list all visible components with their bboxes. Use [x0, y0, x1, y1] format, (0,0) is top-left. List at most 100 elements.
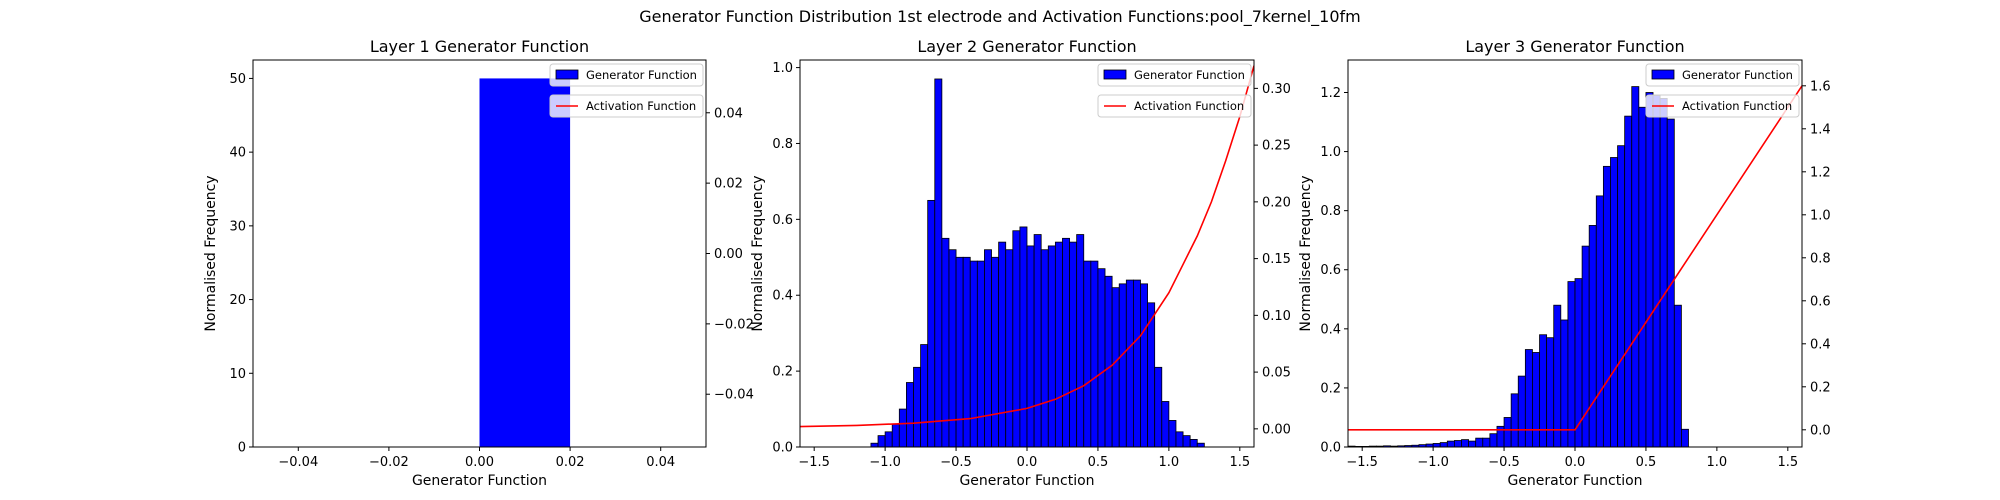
- figure-suptitle: Generator Function Distribution 1st elec…: [639, 7, 1360, 27]
- legend-activation: Activation Function: [1097, 94, 1252, 118]
- y-tick-label: 0.4: [1320, 322, 1341, 337]
- y-axis-label: Normalised Frequency: [750, 175, 766, 331]
- x-tick-label: 1.5: [1229, 455, 1250, 470]
- y-tick-label: 50: [229, 72, 246, 87]
- histogram-bar: [1097, 268, 1106, 447]
- y2-tick-label: 0.04: [714, 106, 743, 121]
- legend-label: Activation Function: [1682, 99, 1792, 113]
- legend-histogram: Generator Function: [1097, 63, 1252, 87]
- histogram-bar: [1510, 393, 1519, 447]
- y-tick-label: 0.8: [772, 137, 793, 152]
- histogram-bar: [1076, 234, 1085, 447]
- y2-tick-label: 1.4: [1810, 122, 1831, 137]
- histogram-bar: [1645, 92, 1654, 447]
- histogram-bar: [1553, 304, 1562, 447]
- y2-tick-label: 1.0: [1810, 208, 1831, 223]
- y-tick-label: 10: [229, 367, 246, 382]
- histogram-bar: [913, 366, 921, 447]
- histogram-bar: [1140, 283, 1148, 447]
- x-tick-label: 0.5: [1636, 455, 1657, 470]
- histogram-bar: [1125, 279, 1134, 447]
- legend-label: Generator Function: [1134, 68, 1245, 82]
- histogram-bar: [1168, 420, 1177, 447]
- histogram-bar: [1602, 165, 1611, 447]
- y-tick-label: 0.2: [1320, 381, 1341, 396]
- x-tick-label: −1.5: [1346, 455, 1378, 470]
- histogram-bar: [976, 260, 985, 447]
- y-tick-label: 20: [229, 293, 246, 308]
- legend-histogram: Generator Function: [549, 63, 704, 87]
- x-tick-label: 1.0: [1159, 455, 1180, 470]
- y-tick-label: 0.2: [772, 365, 793, 380]
- histogram-bar: [1482, 437, 1491, 447]
- x-tick-label: −0.04: [278, 455, 318, 470]
- y2-tick-label: 0.00: [1262, 422, 1291, 437]
- histogram-bar: [1047, 245, 1056, 447]
- histogram-bar: [1638, 106, 1647, 447]
- histogram-bar: [1019, 226, 1028, 447]
- y2-tick-label: 0.00: [714, 247, 743, 262]
- histogram-bar: [991, 256, 1000, 447]
- histogram-bar: [906, 382, 914, 447]
- histogram-bar: [1026, 245, 1035, 447]
- histogram-bar: [1189, 439, 1198, 447]
- histogram-bar: [998, 241, 1007, 447]
- y-tick-label: 0.6: [1320, 263, 1341, 278]
- histogram-bar: [1104, 275, 1113, 447]
- legend-bar-swatch: [555, 69, 579, 80]
- histogram-bar: [1567, 281, 1576, 447]
- legend-label: Generator Function: [586, 68, 697, 82]
- y2-tick-label: 0.2: [1810, 380, 1831, 395]
- legend-label: Activation Function: [1134, 99, 1244, 113]
- histogram-bar: [898, 408, 907, 447]
- panel-title: Layer 1 Generator Function: [370, 37, 589, 56]
- activation-line: [800, 65, 1254, 428]
- histogram-bar: [948, 249, 957, 447]
- legend-activation: Activation Function: [1645, 94, 1800, 118]
- histogram-bar: [1659, 98, 1668, 447]
- histogram-bar: [927, 199, 936, 447]
- histogram-bar: [1439, 442, 1448, 447]
- histogram-bars: [479, 78, 571, 447]
- legend-frame: [1097, 94, 1252, 118]
- histogram-bar: [877, 435, 886, 447]
- y2-tick-label: 0.0: [1810, 423, 1831, 438]
- histogram-bar: [1161, 401, 1170, 447]
- histogram-bar: [1681, 428, 1689, 447]
- x-tick-label: −0.02: [369, 455, 409, 470]
- histogram-bar: [1033, 234, 1042, 447]
- histogram-bar: [941, 237, 950, 447]
- y2-tick-label: 0.10: [1262, 309, 1291, 324]
- x-tick-label: 0.5: [1088, 455, 1109, 470]
- chart-panels: −0.04 −0.02 0.00 0.02 0.04 0 10 20 30 40 50 −0.04 −0…: [203, 37, 1831, 489]
- histogram-bar: [1624, 115, 1633, 447]
- chart-panel-3: −1.5 −1.0 −0.5 0.0 0.5 1.0 1.5 0.0 0.2 0.4 0.6 0.8 1…: [1298, 37, 1831, 489]
- histogram-bar: [1532, 352, 1540, 447]
- y2-tick-label: 1.2: [1810, 165, 1831, 180]
- histogram-bar: [1489, 433, 1498, 447]
- histogram-bar: [1652, 95, 1661, 447]
- x-tick-label: −1.5: [798, 455, 830, 470]
- y2-tick-label: 0.05: [1262, 366, 1291, 381]
- x-axis-label: Generator Function: [959, 473, 1094, 489]
- x-axis-label: Generator Function: [1507, 473, 1642, 489]
- histogram-bar: [1524, 349, 1533, 447]
- histogram-bar: [1133, 279, 1141, 447]
- chart-panel-1: −0.04 −0.02 0.00 0.02 0.04 0 10 20 30 40 50 −0.04 −0…: [203, 37, 754, 489]
- y-tick-label: 30: [229, 219, 246, 234]
- y-tick-label: 0.0: [772, 441, 793, 456]
- x-tick-label: −1.0: [869, 455, 901, 470]
- legend-frame: [1645, 94, 1800, 118]
- y-tick-label: 0.8: [1320, 204, 1341, 219]
- legend-bar-swatch: [1103, 69, 1127, 80]
- y-tick-label: 0.0: [1320, 441, 1341, 456]
- x-tick-label: −0.5: [1488, 455, 1520, 470]
- y-tick-label: 1.0: [772, 61, 793, 76]
- y2-tick-label: 0.8: [1810, 251, 1831, 266]
- legend-frame: [549, 94, 704, 118]
- histogram-bar: [1617, 145, 1626, 447]
- x-tick-label: 0.02: [556, 455, 585, 470]
- y2-tick-label: 1.6: [1810, 79, 1831, 94]
- histogram-bar: [1012, 230, 1021, 447]
